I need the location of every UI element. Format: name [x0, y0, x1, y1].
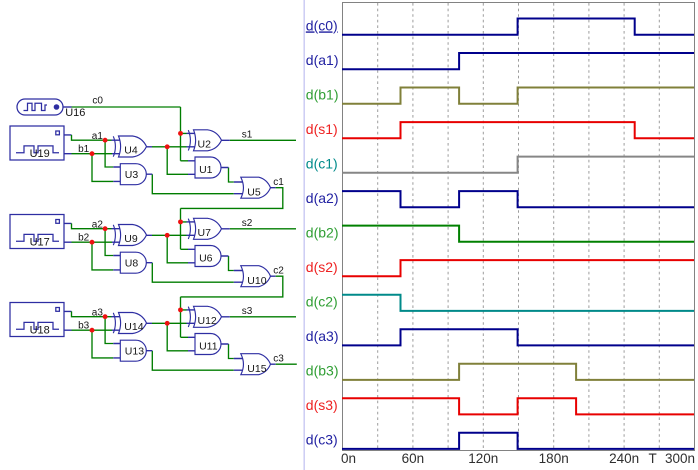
svg-text:d(s1): d(s1)	[306, 121, 338, 137]
svg-text:c2: c2	[273, 266, 284, 277]
svg-text:d(c2): d(c2)	[306, 294, 338, 310]
svg-text:s3: s3	[242, 306, 253, 317]
svg-text:a3: a3	[92, 308, 104, 319]
svg-text:60n: 60n	[402, 451, 425, 466]
svg-text:c3: c3	[273, 354, 284, 365]
svg-text:300n: 300n	[665, 451, 695, 466]
svg-text:T: T	[648, 451, 656, 466]
svg-text:d(a3): d(a3)	[306, 328, 339, 344]
svg-text:d(a1): d(a1)	[306, 52, 339, 68]
svg-text:a1: a1	[92, 131, 104, 142]
svg-text:c1: c1	[273, 177, 284, 188]
svg-text:U16: U16	[65, 107, 85, 119]
svg-text:d(b3): d(b3)	[306, 363, 339, 379]
svg-text:d(b2): d(b2)	[306, 225, 339, 241]
svg-text:180n: 180n	[539, 451, 569, 466]
svg-text:U19: U19	[30, 148, 50, 160]
svg-text:120n: 120n	[468, 451, 498, 466]
svg-text:s1: s1	[242, 129, 253, 140]
svg-text:240n: 240n	[609, 451, 639, 466]
svg-text:U6: U6	[199, 253, 213, 265]
svg-text:U17: U17	[30, 236, 50, 248]
svg-text:U14: U14	[124, 321, 143, 333]
svg-text:s2: s2	[242, 218, 253, 229]
svg-text:d(c1): d(c1)	[306, 156, 338, 172]
svg-text:U7: U7	[198, 227, 212, 239]
svg-text:U18: U18	[30, 324, 50, 336]
svg-text:U12: U12	[198, 315, 217, 327]
svg-text:U4: U4	[124, 145, 138, 157]
svg-text:U11: U11	[199, 341, 218, 353]
svg-text:U5: U5	[247, 187, 261, 199]
svg-text:c0: c0	[92, 96, 103, 107]
svg-text:U13: U13	[125, 346, 144, 358]
svg-text:b3: b3	[78, 321, 90, 332]
svg-text:b2: b2	[78, 233, 90, 244]
svg-text:a2: a2	[92, 220, 104, 231]
svg-text:0n: 0n	[341, 451, 356, 466]
svg-text:d(c0): d(c0)	[306, 17, 338, 33]
svg-text:U8: U8	[125, 258, 139, 270]
svg-text:b1: b1	[78, 144, 90, 155]
svg-text:U9: U9	[124, 233, 138, 245]
svg-text:d(b1): d(b1)	[306, 86, 339, 102]
svg-text:U15: U15	[247, 363, 266, 375]
svg-text:U3: U3	[125, 169, 139, 181]
svg-text:d(s3): d(s3)	[306, 397, 338, 413]
svg-text:d(s2): d(s2)	[306, 259, 338, 275]
svg-text:U1: U1	[199, 164, 213, 176]
svg-text:U10: U10	[247, 275, 266, 287]
svg-text:d(a2): d(a2)	[306, 190, 339, 206]
svg-text:U2: U2	[198, 139, 212, 151]
svg-text:d(c3): d(c3)	[306, 432, 338, 448]
